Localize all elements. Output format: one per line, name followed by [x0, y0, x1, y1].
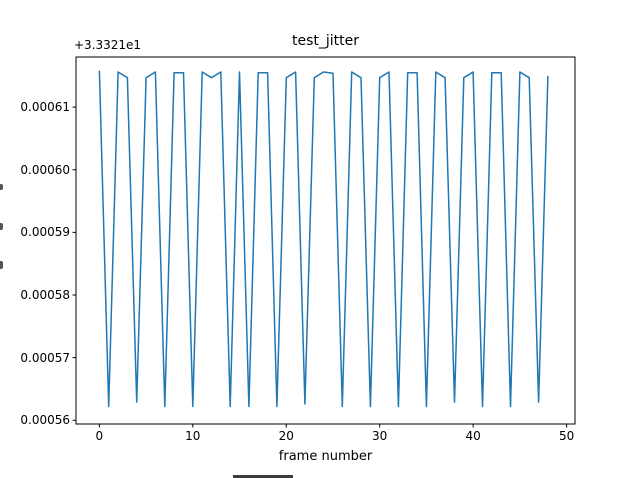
y-tick-label: 0.00056: [20, 413, 70, 428]
background-window-fragment: [233, 475, 293, 478]
x-tick-label: 30: [372, 429, 388, 443]
ylabel-clipped-fragment: [0, 261, 3, 269]
x-tick-label: 50: [558, 429, 575, 443]
y-tick-label: 0.00060: [20, 162, 70, 177]
x-tick-label: 20: [278, 429, 294, 443]
x-tick-label: 0: [95, 429, 104, 443]
x-tick-label: 10: [185, 429, 201, 443]
y-tick-label: 0.00057: [20, 350, 70, 365]
x-tick-label: 40: [465, 429, 481, 443]
jitter-line-series: [98, 70, 549, 408]
y-tick-label: 0.00059: [20, 225, 70, 240]
chart-title: test_jitter: [291, 33, 359, 49]
y-tick-label: 0.00061: [20, 100, 70, 115]
tick-marks: [72, 106, 568, 428]
y-axis-offset-text: +3.3321e1: [74, 38, 142, 52]
ylabel-clipped-fragment: [0, 184, 3, 190]
axes-spines: [75, 56, 576, 425]
ylabel-clipped-fragment: [0, 223, 3, 230]
x-axis-label: frame number: [278, 449, 373, 464]
y-tick-label: 0.00058: [20, 287, 70, 302]
